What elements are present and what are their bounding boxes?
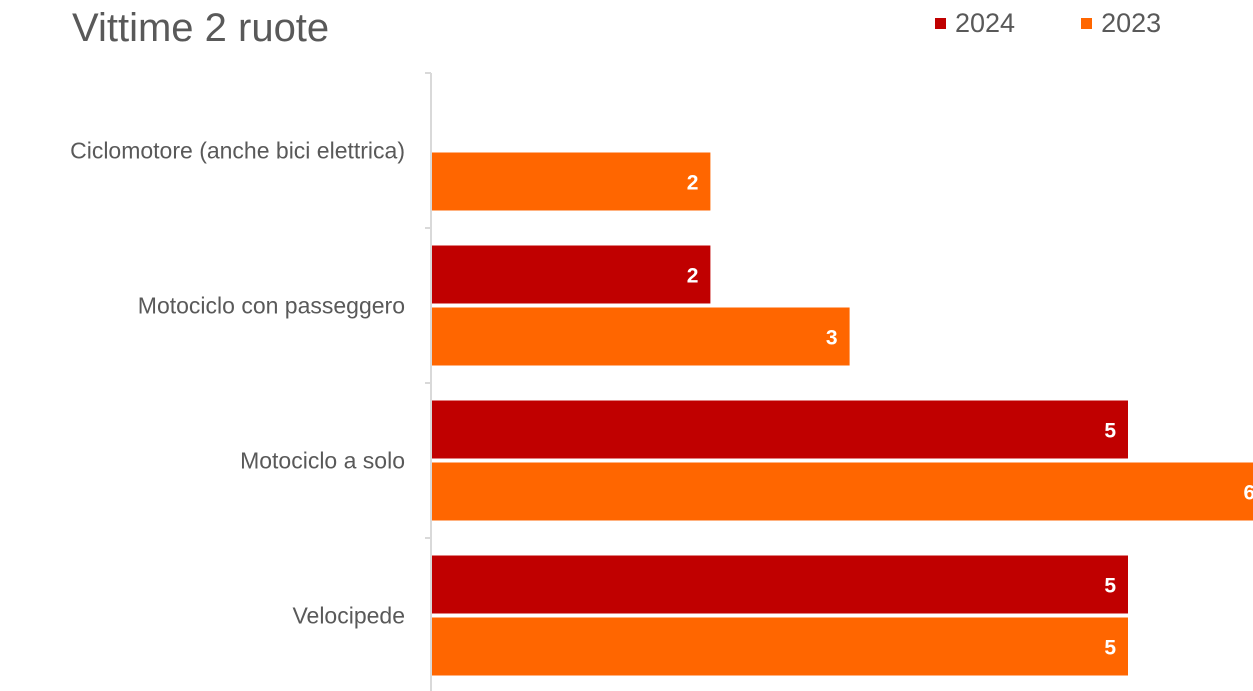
category-label: Velocipede [292,603,405,629]
data-label: 5 [1104,420,1116,443]
bar-2023 [432,307,850,366]
data-label: 5 [1104,637,1116,660]
category-label: Motociclo con passeggero [138,293,405,319]
data-label: 3 [826,327,838,350]
category-label: Motociclo a solo [240,448,405,474]
chart-title: Vittime 2 ruote [72,6,330,50]
bar-2024 [432,400,1128,459]
legend: 2024 2023 [935,8,1161,39]
legend-swatch-2024 [935,18,946,29]
legend-label-2023: 2023 [1101,8,1162,38]
legend-item-2023: 2023 [1081,8,1161,39]
bar-2023 [432,462,1253,521]
data-label: 2 [687,265,699,288]
legend-swatch-2023 [1081,18,1093,29]
data-label: 6 [1244,482,1253,505]
data-label: 5 [1104,575,1116,598]
bar-2023 [432,617,1128,676]
bar-2024 [432,555,1128,614]
category-label: Ciclomotore (anche bici elettrica) [70,138,405,164]
bar-2023 [432,152,711,211]
legend-item-2024: 2024 [935,8,1015,39]
data-label: 2 [687,172,699,195]
bar-2024 [432,245,711,304]
legend-label-2024: 2024 [955,8,1016,38]
